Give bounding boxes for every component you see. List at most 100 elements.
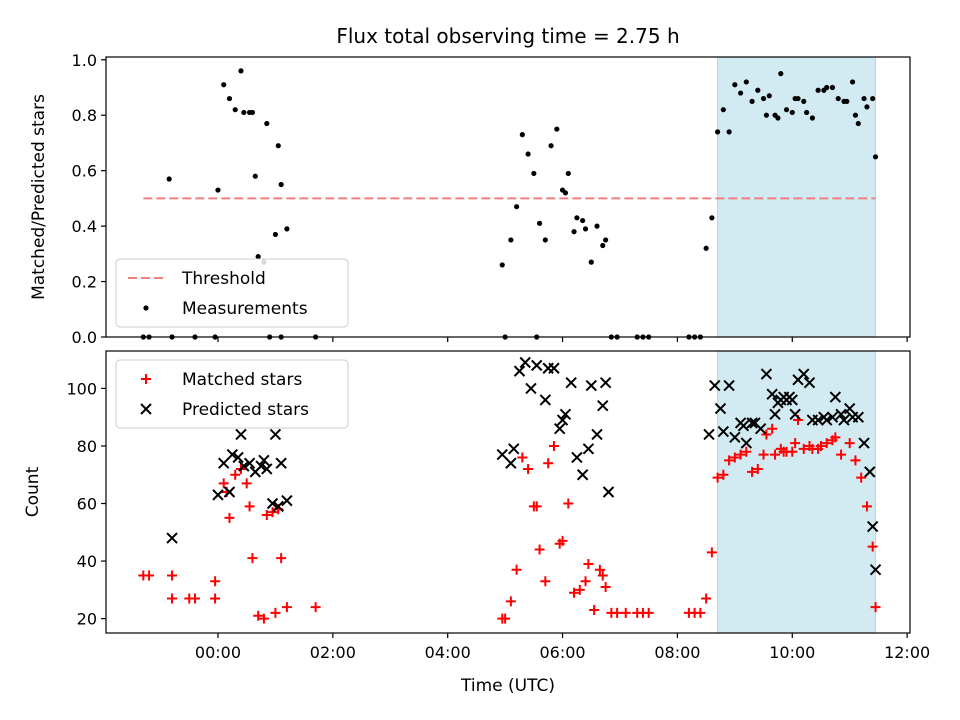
measurement-point (763, 112, 770, 118)
legend-box (115, 359, 349, 429)
legend-predicted-swatch (140, 403, 152, 415)
matched-star-point (534, 544, 545, 555)
matched-star-point (752, 463, 763, 474)
measurement-point (221, 82, 227, 88)
measurement-point (215, 187, 221, 193)
predicted-star-point (709, 379, 721, 392)
measurement-point (603, 237, 609, 243)
matched-star-point (267, 507, 278, 518)
measurement-point (861, 95, 867, 102)
predicted-star-point (866, 520, 879, 533)
measurement-point (778, 71, 784, 77)
predicted-star-point (585, 379, 597, 392)
legend-entry-label: Measurements (182, 299, 308, 319)
measurement-point (226, 95, 233, 102)
legend-measurement-swatch (143, 305, 149, 311)
measurement-point (574, 215, 580, 221)
ratio-y-axis-label: Matched/Predicted stars (29, 94, 49, 300)
predicted-star-point (508, 443, 520, 455)
matched-star-point (574, 584, 585, 595)
predicted-star-point (821, 414, 833, 426)
predicted-star-point (858, 437, 870, 449)
x-tick-label: 10:00 (769, 643, 815, 662)
measurement-point (870, 95, 876, 102)
x-tick-label: 02:00 (310, 643, 356, 662)
predicted-star-point (505, 457, 517, 469)
measurement-point (789, 109, 795, 116)
matched-star-point (167, 570, 178, 581)
predicted-star-point (531, 359, 543, 372)
matched-star-point (247, 553, 258, 564)
matched-star-point (706, 547, 717, 558)
legend: Matched stars Predicted stars (115, 359, 349, 429)
measurement-point (737, 90, 744, 96)
matched-star-point (244, 501, 255, 512)
legend-matched-swatch (141, 374, 151, 384)
predicted-star-point (166, 532, 178, 544)
matched-star-point (758, 449, 769, 460)
predicted-star-point (597, 399, 609, 412)
predicted-star-point (717, 425, 730, 438)
predicted-star-point (255, 460, 267, 472)
matched-star-point (695, 607, 706, 618)
matched-star-point (310, 602, 321, 613)
measurement-point (580, 217, 586, 224)
predicted-star-point (740, 437, 753, 449)
matched-star-point (787, 446, 798, 457)
x-tick-label: 04:00 (425, 643, 471, 662)
matched-star-point (856, 472, 867, 483)
measurement-point (275, 143, 281, 149)
matched-star-point (767, 423, 778, 434)
measurement-point (743, 79, 749, 85)
matched-star-point (523, 463, 534, 474)
measurement-point (582, 226, 589, 232)
measurement-point (809, 115, 815, 121)
measurement-point (565, 170, 571, 177)
measurement-point (249, 109, 256, 116)
predicted-star-point (602, 486, 615, 498)
predicted-star-point (258, 454, 270, 467)
predicted-star-point (559, 408, 572, 421)
matched-star-point (210, 576, 221, 587)
measurement-point (749, 98, 755, 104)
predicted-star-point (212, 489, 224, 501)
predicted-star-point (723, 379, 735, 392)
measurement-point (829, 84, 836, 91)
predicted-star-point (582, 443, 595, 455)
predicted-star-point (746, 417, 758, 429)
matched-star-point (270, 607, 281, 618)
matched-star-point (569, 587, 580, 598)
matched-star-point (281, 602, 292, 613)
predicted-star-point (852, 411, 865, 423)
predicted-star-point (803, 376, 816, 389)
y-tick-label: 0.2 (72, 273, 97, 292)
x-tick-label: 12:00 (884, 643, 930, 662)
measurement-point (720, 107, 726, 113)
matched-star-point (612, 607, 623, 618)
series-predicted-stars (166, 356, 882, 576)
measurement-point (255, 254, 261, 260)
axes-frame (105, 350, 911, 634)
measurement-point (849, 79, 856, 85)
y-tick-label: 20 (77, 610, 97, 629)
y-tick-label: 100 (66, 379, 97, 398)
predicted-star-point (235, 428, 247, 441)
y-tick-label: 0.4 (72, 217, 97, 236)
matched-star-point (643, 607, 654, 618)
measurement-point (815, 87, 821, 93)
matched-star-point (597, 570, 608, 581)
measurement-point (732, 82, 738, 88)
matched-star-point (830, 432, 841, 443)
matched-star-point (701, 593, 712, 604)
predicted-star-point (789, 408, 801, 421)
predicted-star-point (556, 414, 569, 426)
measurement-point (525, 151, 531, 157)
predicted-star-point (754, 422, 767, 435)
y-tick-label: 0.8 (72, 106, 97, 125)
measurement-point (554, 126, 560, 132)
matched-star-point (500, 613, 511, 624)
matched-star-point (770, 449, 781, 460)
predicted-star-point (843, 402, 856, 415)
measurement-point (864, 104, 870, 110)
